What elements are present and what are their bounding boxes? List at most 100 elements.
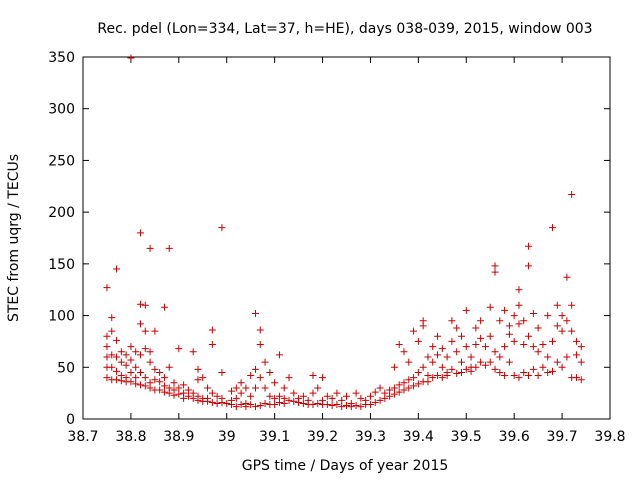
data-point: [136, 381, 144, 389]
data-point: [357, 394, 365, 402]
data-point: [520, 368, 528, 376]
x-tick-label: 39.3: [355, 429, 386, 445]
data-point: [314, 384, 322, 392]
data-point: [434, 372, 442, 380]
data-point: [146, 384, 154, 392]
data-point: [525, 332, 533, 340]
data-point: [323, 392, 331, 400]
data-point: [251, 365, 259, 373]
data-point: [568, 301, 576, 309]
plot-frame: [82, 56, 611, 420]
data-point: [156, 386, 164, 394]
data-point: [251, 310, 259, 318]
data-point: [156, 378, 164, 386]
data-point: [290, 397, 298, 405]
data-point: [218, 398, 226, 406]
data-point: [127, 368, 135, 376]
x-tick-label: 38.8: [115, 429, 146, 445]
data-point: [261, 399, 269, 407]
data-point: [132, 380, 140, 388]
data-point: [438, 374, 446, 382]
data-point: [410, 374, 418, 382]
data-point: [501, 343, 509, 351]
data-point: [184, 392, 192, 400]
data-point: [572, 351, 580, 359]
data-point: [395, 341, 403, 349]
data-point: [232, 394, 240, 402]
data-point: [357, 403, 365, 411]
data-point: [457, 358, 465, 366]
data-point: [405, 376, 413, 384]
data-point: [113, 376, 121, 384]
x-axis-title: GPS time / Days of year 2015: [242, 458, 449, 474]
data-point: [525, 262, 533, 270]
data-point: [247, 372, 255, 380]
data-point: [386, 392, 394, 400]
data-point: [180, 394, 188, 402]
data-point: [515, 301, 523, 309]
data-point: [127, 378, 135, 386]
data-point: [510, 372, 518, 380]
data-point: [558, 363, 566, 371]
data-point: [127, 343, 135, 351]
data-point: [218, 224, 226, 232]
data-point: [563, 317, 571, 325]
data-point: [136, 229, 144, 237]
x-tick-label: 38.9: [163, 429, 194, 445]
data-point: [395, 388, 403, 396]
data-point: [237, 379, 245, 387]
data-point: [309, 389, 317, 397]
data-point: [228, 387, 236, 395]
y-tick-label: 100: [48, 309, 75, 325]
data-point: [467, 367, 475, 375]
data-point: [117, 348, 125, 356]
data-point: [534, 348, 542, 356]
x-tick-label: 39.6: [499, 429, 530, 445]
data-point: [462, 306, 470, 314]
data-point: [505, 322, 513, 330]
data-point: [256, 402, 264, 410]
data-point: [194, 396, 202, 404]
data-point: [256, 326, 264, 334]
data-point: [410, 382, 418, 390]
data-point: [271, 379, 279, 387]
data-point: [141, 374, 149, 382]
data-point: [251, 403, 259, 411]
data-point: [572, 337, 580, 345]
data-point: [237, 401, 245, 409]
data-point: [160, 388, 168, 396]
data-point: [534, 372, 542, 380]
data-point: [400, 386, 408, 394]
data-point: [371, 388, 379, 396]
data-point: [429, 343, 437, 351]
data-point: [390, 363, 398, 371]
data-point: [376, 384, 384, 392]
x-tick-label: 39.8: [594, 429, 625, 445]
data-point: [491, 348, 499, 356]
data-point: [309, 372, 317, 380]
data-point: [117, 358, 125, 366]
data-point: [170, 379, 178, 387]
data-point: [539, 363, 547, 371]
data-point: [419, 363, 427, 371]
y-tick-label: 200: [48, 205, 75, 221]
data-point: [136, 300, 144, 308]
x-axis: 38.7 38.8 38.9 39 39.1 39.2 39.3 39.4 39.5 39.6 39…: [67, 57, 626, 445]
data-point: [328, 394, 336, 402]
data-point: [271, 394, 279, 402]
data-point: [553, 322, 561, 330]
data-point: [132, 374, 140, 382]
data-point: [549, 224, 557, 232]
data-point: [127, 54, 135, 62]
data-point: [136, 351, 144, 359]
data-point: [424, 353, 432, 361]
x-tick-label: 38.7: [67, 429, 98, 445]
data-point: [266, 392, 274, 400]
data-point: [228, 401, 236, 409]
data-point: [165, 244, 173, 252]
data-point: [352, 402, 360, 410]
data-point: [525, 242, 533, 250]
data-point: [563, 273, 571, 281]
data-point: [477, 317, 485, 325]
data-point: [491, 365, 499, 373]
